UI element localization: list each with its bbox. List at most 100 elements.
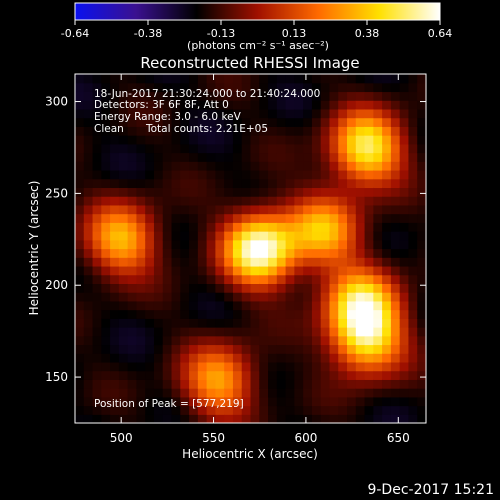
heatmap-cell xyxy=(180,91,190,101)
heatmap-cell xyxy=(118,361,129,372)
heatmap-cell xyxy=(215,309,225,319)
heatmap-cell xyxy=(224,257,234,267)
heatmap-cell xyxy=(189,318,199,328)
heatmap-cell xyxy=(162,117,173,127)
heatmap-cell xyxy=(136,222,146,232)
heatmap-cell xyxy=(320,361,331,372)
heatmap-cell xyxy=(355,143,366,154)
heatmap-cell xyxy=(259,318,269,328)
heatmap-cell xyxy=(268,318,278,328)
heatmap-cell xyxy=(320,143,331,154)
heatmap-cell xyxy=(268,361,278,372)
heatmap-cell xyxy=(276,414,287,423)
heatmap-cell xyxy=(180,239,190,250)
heatmap-cell xyxy=(320,257,331,267)
heatmap-cell xyxy=(171,370,181,380)
heatmap-cell xyxy=(338,388,348,398)
heatmap-cell xyxy=(75,353,85,363)
heatmap-cell xyxy=(311,405,322,415)
heatmap-cell xyxy=(303,405,313,415)
heatmap-cell xyxy=(276,327,287,337)
heatmap-cell xyxy=(417,300,426,311)
heatmap-cell xyxy=(83,370,94,380)
heatmap-cell xyxy=(303,335,313,346)
heatmap-cell xyxy=(241,204,252,215)
heatmap-cell xyxy=(241,143,252,154)
heatmap-cell xyxy=(118,327,129,337)
heatmap-cell xyxy=(408,292,418,302)
heatmap-cell xyxy=(294,335,304,346)
heatmap-cell xyxy=(338,327,348,337)
heatmap-cell xyxy=(250,248,260,258)
heatmap-cell xyxy=(241,91,252,101)
annotation-counts: Total counts: 2.21E+05 xyxy=(145,123,268,135)
heatmap-cell xyxy=(399,196,410,206)
heatmap-cell xyxy=(276,126,287,136)
heatmap-cell xyxy=(180,248,190,258)
heatmap-cell xyxy=(347,248,357,258)
y-tick-label: 250 xyxy=(45,186,68,200)
heatmap-cell xyxy=(224,161,234,171)
heatmap-cell xyxy=(276,257,287,267)
heatmap-cell xyxy=(189,248,199,258)
heatmap-cell xyxy=(171,327,181,337)
heatmap-cell xyxy=(347,178,357,189)
heatmap-cell xyxy=(364,143,374,154)
heatmap-cell xyxy=(320,231,331,241)
heatmap-cell xyxy=(171,257,181,267)
heatmap-cell xyxy=(224,152,234,162)
heatmap-cell xyxy=(75,396,85,407)
heatmap-cell xyxy=(118,100,129,110)
heatmap-cell xyxy=(92,187,102,197)
heatmap-cell xyxy=(408,388,418,398)
heatmap-cell xyxy=(162,82,173,93)
heatmap-cell xyxy=(241,405,252,415)
heatmap-cell xyxy=(259,126,269,136)
heatmap-cell xyxy=(189,213,199,223)
heatmap-cell xyxy=(110,108,120,119)
heatmap-cell xyxy=(373,204,383,215)
heatmap-cell xyxy=(83,248,94,258)
heatmap-cell xyxy=(250,82,260,93)
heatmap-cell xyxy=(408,283,418,293)
heatmap-cell xyxy=(136,379,146,389)
heatmap-cell xyxy=(75,274,85,284)
heatmap-cell xyxy=(276,248,287,258)
heatmap-cell xyxy=(145,370,155,380)
heatmap-cell xyxy=(259,204,269,215)
heatmap-cell xyxy=(347,91,357,101)
heatmap-cell xyxy=(171,414,181,423)
heatmap-cell xyxy=(127,161,138,171)
heatmap-cell xyxy=(268,283,278,293)
heatmap-cell xyxy=(294,396,304,407)
heatmap-cell xyxy=(320,178,331,189)
heatmap-cell xyxy=(259,91,269,101)
heatmap-cell xyxy=(338,204,348,215)
heatmap-cell xyxy=(162,405,173,415)
heatmap-cell xyxy=(145,187,155,197)
heatmap-cell xyxy=(320,108,331,119)
heatmap-cell xyxy=(364,213,374,223)
annotation-clean: Clean xyxy=(94,123,124,135)
heatmap-cell xyxy=(197,292,208,302)
heatmap-cell xyxy=(373,100,383,110)
heatmap-cell xyxy=(145,405,155,415)
heatmap-cell xyxy=(110,370,120,380)
heatmap-cell xyxy=(320,274,331,284)
heatmap-cell xyxy=(320,239,331,250)
heatmap-cell xyxy=(75,344,85,354)
heatmap-cell xyxy=(347,108,357,119)
heatmap-cell xyxy=(347,335,357,346)
heatmap-cell xyxy=(197,248,208,258)
heatmap-cell xyxy=(276,222,287,232)
heatmap-cell xyxy=(390,100,401,110)
heatmap-cell xyxy=(382,178,392,189)
heatmap-cell xyxy=(153,379,164,389)
heatmap-cell xyxy=(101,135,111,145)
heatmap-cell xyxy=(75,239,85,250)
heatmap-cell xyxy=(338,248,348,258)
heatmap-cell xyxy=(373,370,383,380)
heatmap-cell xyxy=(180,396,190,407)
colorbar: -0.64 -0.38 -0.13 0.13 0.38 0.64 (photons cm⁻… xyxy=(61,2,452,52)
annotation-energy: Energy Range: 3.0 - 6.0 keV xyxy=(94,111,242,123)
